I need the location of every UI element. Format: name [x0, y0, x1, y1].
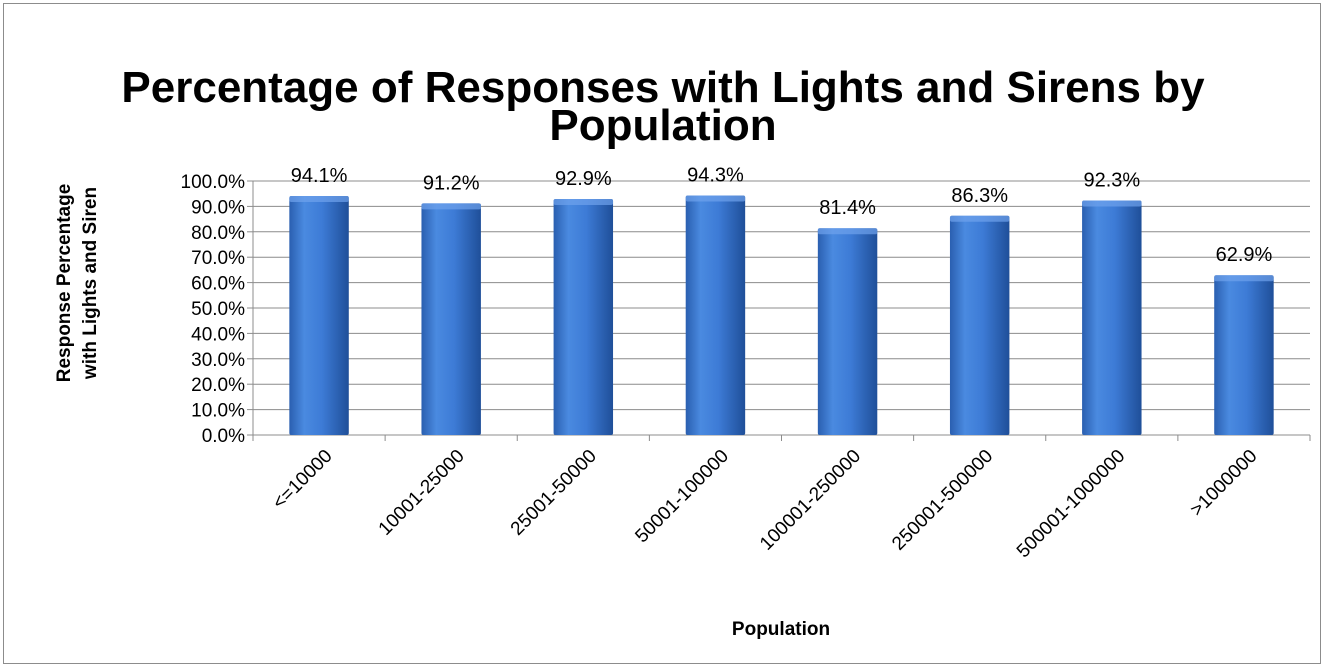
data-label: 92.3%: [1083, 170, 1140, 192]
y-tick-label: 0.0%: [202, 426, 245, 447]
y-tick-label: 40.0%: [191, 324, 245, 345]
data-label: 86.3%: [951, 185, 1008, 207]
bar-highlight: [1082, 200, 1142, 207]
bar-highlight: [1214, 275, 1274, 282]
y-tick-label: 90.0%: [191, 197, 245, 218]
bar: [553, 199, 614, 435]
bar: [949, 215, 1010, 435]
y-tick-label: 20.0%: [191, 375, 245, 396]
bar: [289, 195, 349, 435]
x-tick-label: 25001-50000: [507, 446, 601, 540]
gridlines: [253, 180, 1310, 436]
chart-title-line2: Population: [549, 101, 777, 150]
bar-highlight: [553, 199, 614, 206]
x-tick-label: 10001-25000: [375, 446, 469, 540]
bar: [817, 228, 878, 435]
axes: [247, 180, 1311, 441]
data-label: 92.9%: [555, 168, 612, 190]
x-axis-title: Population: [732, 619, 830, 640]
y-axis-title-line2: with Lights and Siren: [80, 187, 101, 380]
x-tick-label: <=10000: [269, 446, 337, 514]
bar-highlight: [421, 203, 481, 210]
data-label: 91.2%: [423, 172, 480, 194]
y-tick-label: 80.0%: [191, 223, 245, 244]
y-axis-title-line1: Response Percentage: [54, 184, 75, 383]
bar: [685, 195, 746, 435]
chart-title-line1: Percentage of Responses with Lights and …: [121, 63, 1205, 112]
y-tick-label: 30.0%: [191, 350, 245, 371]
data-label: 94.1%: [291, 165, 348, 187]
bar-highlight: [817, 228, 878, 235]
data-label: 81.4%: [819, 197, 876, 219]
data-label: 62.9%: [1216, 244, 1273, 266]
x-tick-label: 100001-250000: [756, 446, 865, 555]
bar: [1214, 275, 1274, 435]
y-tick-label: 70.0%: [191, 248, 245, 269]
y-tick-label: 50.0%: [191, 299, 245, 320]
bar: [421, 203, 481, 435]
bar-highlight: [949, 215, 1010, 222]
y-tick-label: 60.0%: [191, 274, 245, 295]
bar-highlight: [289, 195, 349, 202]
x-tick-label: >1000000: [1186, 446, 1261, 521]
y-tick-label: 10.0%: [191, 401, 245, 422]
x-tick-label: 50001-100000: [631, 446, 733, 548]
data-label: 94.3%: [687, 164, 744, 186]
bar-highlight: [685, 195, 746, 202]
bar: [1082, 200, 1142, 435]
x-tick-label: 500001-1000000: [1013, 446, 1129, 562]
y-tick-label: 100.0%: [181, 172, 246, 193]
x-tick-label: 250001-500000: [888, 446, 997, 555]
bars: [289, 195, 1274, 435]
